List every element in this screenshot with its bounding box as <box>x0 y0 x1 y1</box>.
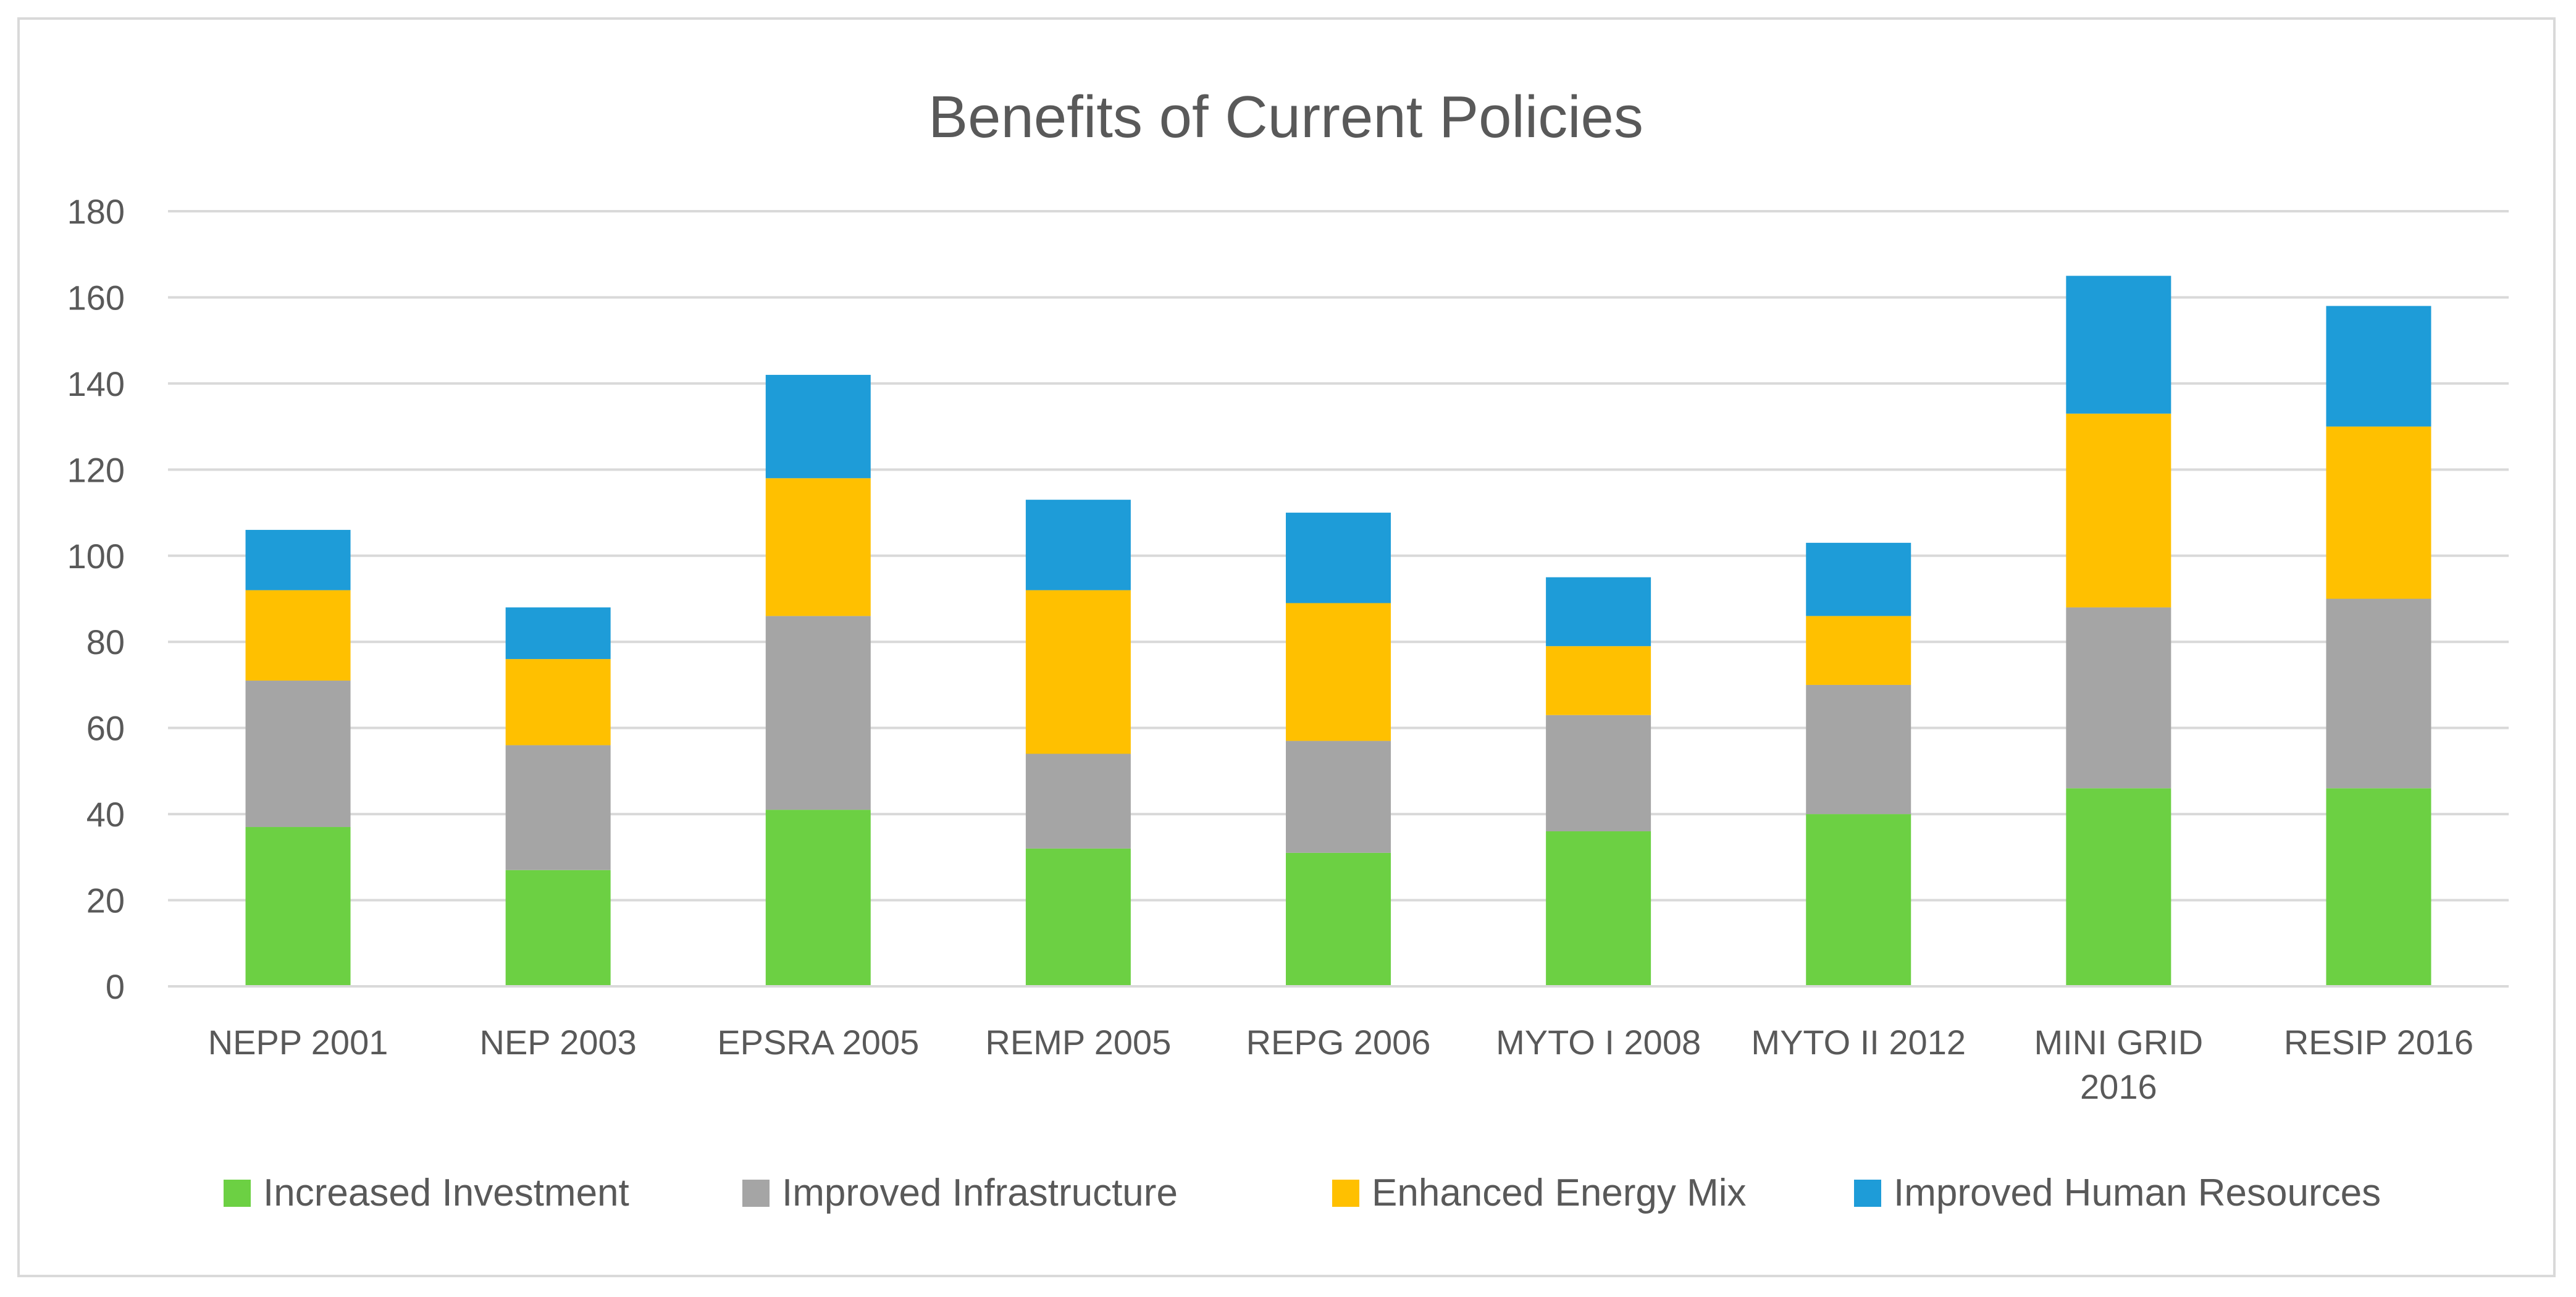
bar-segment <box>765 810 871 986</box>
bar-segment <box>1806 814 1911 986</box>
bar-segment <box>2066 607 2171 789</box>
bar-segment <box>2066 788 2171 986</box>
y-tick-label: 0 <box>106 967 125 1006</box>
legend-label: Improved Human Resources <box>1894 1172 2381 1214</box>
y-tick-label: 140 <box>67 364 125 403</box>
legend-label: Improved Infrastructure <box>782 1172 1178 1214</box>
bar-segment <box>1546 715 1651 831</box>
bar-segment <box>1806 542 1911 616</box>
x-tick-label: RESIP 2016 <box>2284 1023 2473 1062</box>
bar-segment <box>2326 598 2431 789</box>
legend-label: Increased Investment <box>263 1172 629 1214</box>
y-tick-label: 60 <box>86 709 125 748</box>
y-tick-label: 180 <box>67 192 125 231</box>
bar-segment <box>2326 788 2431 986</box>
x-axis: NEPP 2001 NEP 2003 EPSRA 2005 REMP 2005 REPG… <box>168 985 2509 1106</box>
bar-segment <box>1286 741 1391 853</box>
legend-swatch <box>1332 1180 1359 1207</box>
bar-segment <box>1806 616 1911 685</box>
x-tick-label: REMP 2005 <box>985 1023 1171 1062</box>
bar-segment <box>505 607 611 660</box>
legend: Increased Investment Improved Infrastruct… <box>224 1172 2381 1214</box>
bar-segment <box>1546 577 1651 647</box>
bar-segment <box>2066 413 2171 608</box>
bar-segment <box>1546 646 1651 715</box>
bar-segment <box>245 680 351 828</box>
y-tick-label: 100 <box>67 537 125 576</box>
bar-segment <box>1546 831 1651 986</box>
bar-segment <box>765 374 871 479</box>
bar-segment <box>505 870 611 986</box>
legend-swatch <box>742 1180 770 1207</box>
bar-segment <box>245 529 351 590</box>
bar-segment <box>765 478 871 616</box>
y-tick-label: 20 <box>86 881 125 920</box>
bar-segment <box>1806 684 1911 815</box>
bar-segment <box>1025 753 1131 849</box>
bar-segment <box>2066 275 2171 414</box>
bar-segment <box>765 616 871 810</box>
legend-label: Enhanced Energy Mix <box>1372 1172 1747 1214</box>
bar-segment <box>245 827 351 986</box>
bar-segment <box>1286 513 1391 603</box>
stacked-bar-chart: Benefits of Current Policies 0 20 40 60 80 10… <box>67 84 2509 1214</box>
chart-frame: Benefits of Current Policies 0 20 40 60 80 10… <box>17 17 2556 1277</box>
bar-segment <box>1286 852 1391 986</box>
x-tick-label: NEP 2003 <box>480 1023 637 1062</box>
legend-swatch <box>1854 1180 1881 1207</box>
bar-segment <box>2326 426 2431 599</box>
y-tick-label: 40 <box>86 795 125 834</box>
y-tick-label: 120 <box>67 450 125 489</box>
y-axis: 0 20 40 60 80 100 120 140 160 180 <box>67 192 125 1006</box>
y-tick-label: 160 <box>67 278 125 317</box>
x-tick-label: MINI GRID 2016 <box>2034 1023 2203 1106</box>
bar-segment <box>1025 848 1131 986</box>
bar-segment <box>245 590 351 681</box>
bar-segment <box>505 659 611 745</box>
x-tick-label: REPG 2006 <box>1246 1023 1431 1062</box>
chart-title: Benefits of Current Policies <box>928 84 1643 150</box>
bar-segment <box>1025 500 1131 590</box>
legend-swatch <box>224 1180 251 1207</box>
bar-segment <box>505 745 611 870</box>
x-tick-label: MYTO II 2012 <box>1751 1023 1966 1062</box>
y-tick-label: 80 <box>86 623 125 661</box>
x-tick-label: MYTO I 2008 <box>1496 1023 1701 1062</box>
bar-segment <box>1025 590 1131 754</box>
bars <box>245 275 2431 986</box>
bar-segment <box>2326 306 2431 427</box>
bar-segment <box>1286 603 1391 741</box>
x-tick-label: EPSRA 2005 <box>717 1023 919 1062</box>
x-tick-label: NEPP 2001 <box>208 1023 388 1062</box>
